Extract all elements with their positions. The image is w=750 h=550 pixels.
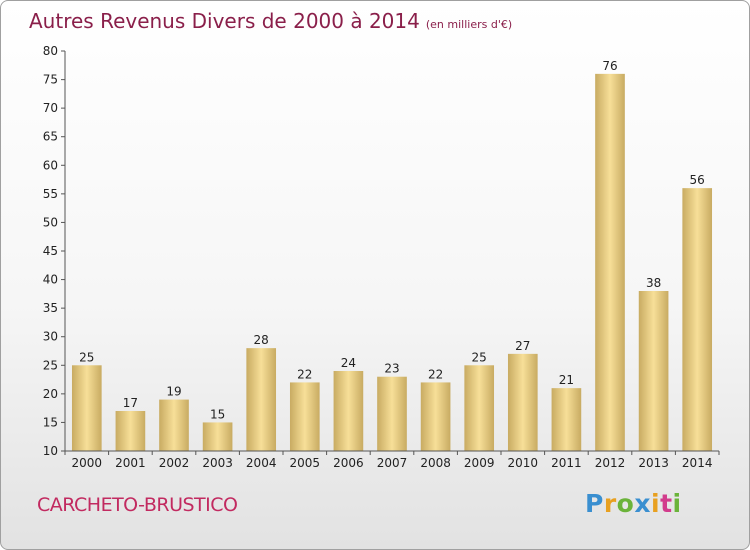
x-tick-label: 2006	[333, 456, 364, 470]
logo-letter: i	[672, 489, 682, 518]
y-tick-label: 30	[43, 330, 58, 344]
y-tick-label: 50	[43, 215, 58, 229]
bar	[420, 382, 451, 451]
x-axis: 2000 2001 2002 2003 2004 2005 2006 2007 2008 2009…	[61, 450, 720, 470]
y-tick-label: 75	[43, 73, 58, 87]
data-label: 19	[166, 385, 181, 399]
bar	[595, 73, 625, 451]
x-tick-label: 2001	[115, 456, 146, 470]
x-tick-label: 2004	[246, 456, 277, 470]
bar	[638, 291, 669, 451]
x-tick-label: 2010	[508, 456, 539, 470]
bar	[159, 399, 189, 451]
data-label: 25	[79, 350, 94, 364]
commune-name: CARCHETO-BRUSTICO	[37, 494, 238, 516]
x-tick-label: 2007	[377, 456, 408, 470]
x-tick-label: 2012	[595, 456, 626, 470]
y-tick-label: 55	[43, 187, 58, 201]
y-tick-label: 40	[43, 273, 58, 287]
bar	[202, 422, 233, 451]
y-tick-label: 65	[43, 130, 58, 144]
bar	[507, 353, 538, 451]
y-axis: 10 15 20 25 30 35 40 45 50 55 60 65 70 75 80	[43, 44, 66, 458]
bars: 25 17 19 15 28 22 24 23 22 25 27 21 76 38 56	[71, 59, 713, 451]
y-tick-label: 20	[43, 387, 58, 401]
bar	[377, 376, 407, 451]
data-label: 27	[515, 339, 530, 353]
x-tick-label: 2005	[290, 456, 321, 470]
chart-title: Autres Revenus Divers de 2000 à 2014 (en …	[29, 9, 512, 33]
y-tick-label: 25	[43, 358, 58, 372]
x-tick-label: 2009	[464, 456, 495, 470]
data-label: 21	[559, 373, 574, 387]
bar	[682, 188, 713, 451]
y-tick-label: 10	[43, 444, 58, 458]
x-tick-label: 2003	[202, 456, 233, 470]
logo-letter: x	[634, 489, 651, 518]
y-tick-label: 80	[43, 44, 58, 58]
data-label: 22	[297, 367, 312, 381]
x-tick-label: 2014	[682, 456, 713, 470]
x-tick-label: 2011	[551, 456, 582, 470]
bar	[289, 382, 320, 451]
bar	[71, 365, 102, 451]
bar	[246, 348, 277, 451]
y-tick-label: 35	[43, 301, 58, 315]
x-tick-label: 2008	[420, 456, 451, 470]
y-tick-label: 15	[43, 415, 58, 429]
data-label: 15	[210, 407, 225, 421]
bar	[551, 388, 582, 451]
logo-letter: i	[651, 489, 661, 518]
data-label: 56	[690, 173, 705, 187]
y-tick-label: 60	[43, 158, 58, 172]
data-label: 38	[646, 276, 661, 290]
y-tick-label: 70	[43, 101, 58, 115]
data-label: 25	[472, 350, 487, 364]
x-tick-label: 2013	[638, 456, 669, 470]
y-tick-label: 45	[43, 244, 58, 258]
x-tick-label: 2000	[72, 456, 103, 470]
bar	[333, 371, 364, 451]
logo-letter: t	[660, 489, 673, 518]
data-label: 17	[123, 396, 138, 410]
proxiti-logo[interactable]: Proxiti	[585, 489, 682, 518]
logo-letter: P	[585, 489, 604, 518]
logo-letter: r	[603, 489, 617, 518]
title-unit: (en milliers d'€)	[425, 18, 513, 31]
data-label: 22	[428, 367, 443, 381]
data-label: 23	[384, 362, 399, 376]
bar	[115, 411, 146, 451]
bar	[464, 365, 495, 451]
logo-letter: o	[616, 489, 635, 518]
title-text: Autres Revenus Divers de 2000 à 2014	[29, 9, 420, 33]
data-label: 24	[341, 356, 356, 370]
data-label: 76	[602, 59, 617, 73]
x-tick-label: 2002	[159, 456, 190, 470]
data-label: 28	[254, 333, 269, 347]
